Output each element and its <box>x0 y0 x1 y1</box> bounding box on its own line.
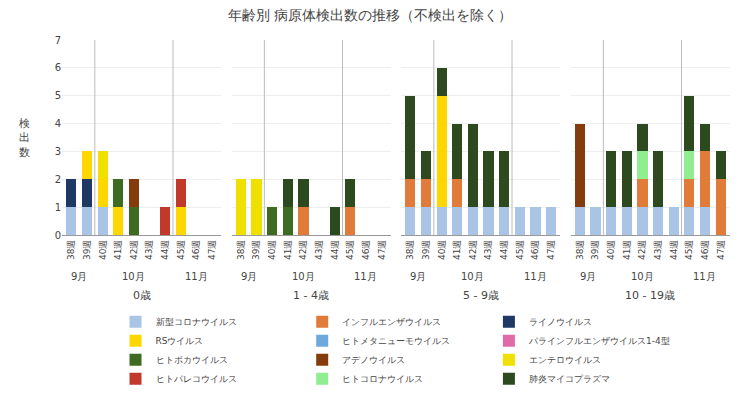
svg-text:47週: 47週 <box>377 240 387 260</box>
svg-text:41週: 41週 <box>452 240 462 260</box>
svg-text:9月: 9月 <box>410 271 426 282</box>
svg-text:9月: 9月 <box>241 271 257 282</box>
svg-text:ライノウイルス: ライノウイルス <box>529 317 592 327</box>
svg-text:年齢別 病原体検出数の推移（不検出を除く）: 年齢別 病原体検出数の推移（不検出を除く） <box>228 7 512 23</box>
svg-text:10月: 10月 <box>631 271 654 282</box>
svg-text:44週: 44週 <box>330 240 340 260</box>
svg-text:43週: 43週 <box>314 240 324 260</box>
svg-text:10月: 10月 <box>461 271 484 282</box>
svg-text:45週: 45週 <box>515 240 525 260</box>
svg-text:アデノウイルス: アデノウイルス <box>342 355 405 365</box>
svg-text:2: 2 <box>55 174 61 185</box>
svg-text:4: 4 <box>55 118 61 129</box>
svg-text:40週: 40週 <box>437 240 447 260</box>
svg-text:42週: 42週 <box>298 240 308 260</box>
svg-text:11月: 11月 <box>524 271 547 282</box>
svg-text:検出数: 検出数 <box>19 117 30 159</box>
svg-text:40週: 40週 <box>267 240 277 260</box>
svg-text:11月: 11月 <box>354 271 377 282</box>
svg-text:インフルエンザウイルス: インフルエンザウイルス <box>342 317 441 327</box>
svg-text:41週: 41週 <box>283 240 293 260</box>
svg-text:ヒトパレコウイルス: ヒトパレコウイルス <box>156 374 237 384</box>
svg-text:45週: 45週 <box>684 240 694 260</box>
svg-text:ヒトコロナウイルス: ヒトコロナウイルス <box>342 374 423 384</box>
svg-text:47週: 47週 <box>207 240 217 260</box>
svg-text:47週: 47週 <box>716 240 726 260</box>
svg-text:3: 3 <box>55 146 61 157</box>
svg-text:11月: 11月 <box>693 271 716 282</box>
svg-text:41週: 41週 <box>622 240 632 260</box>
svg-text:44週: 44週 <box>160 240 170 260</box>
svg-text:RSウイルス: RSウイルス <box>156 336 204 346</box>
svg-text:43週: 43週 <box>144 240 154 260</box>
svg-text:38週: 38週 <box>236 240 246 260</box>
svg-text:9月: 9月 <box>71 271 87 282</box>
svg-text:5 - 9歳: 5 - 9歳 <box>463 289 499 302</box>
svg-text:5: 5 <box>55 90 61 101</box>
svg-text:1 - 4歳: 1 - 4歳 <box>293 289 329 302</box>
svg-text:38週: 38週 <box>66 240 76 260</box>
svg-text:7: 7 <box>55 35 61 46</box>
svg-text:パラインフルエンザウイルス1-4型: パラインフルエンザウイルス1-4型 <box>528 336 670 346</box>
svg-text:ヒトボカウイルス: ヒトボカウイルス <box>156 355 228 365</box>
svg-text:ヒトメタニューモウイルス: ヒトメタニューモウイルス <box>342 336 450 346</box>
svg-text:46週: 46週 <box>361 240 371 260</box>
svg-text:40週: 40週 <box>98 240 108 260</box>
svg-text:6: 6 <box>55 62 61 73</box>
svg-text:42週: 42週 <box>468 240 478 260</box>
svg-text:1: 1 <box>55 202 61 213</box>
svg-text:41週: 41週 <box>113 240 123 260</box>
svg-text:0: 0 <box>55 230 61 241</box>
svg-text:42週: 42週 <box>129 240 139 260</box>
svg-text:45週: 45週 <box>176 240 186 260</box>
svg-text:45週: 45週 <box>345 240 355 260</box>
svg-text:肺炎マイコプラズマ: 肺炎マイコプラズマ <box>529 374 610 384</box>
svg-text:38週: 38週 <box>405 240 415 260</box>
svg-text:39週: 39週 <box>590 240 600 260</box>
svg-text:46週: 46週 <box>191 240 201 260</box>
svg-text:11月: 11月 <box>185 271 208 282</box>
svg-text:44週: 44週 <box>499 240 509 260</box>
svg-text:39週: 39週 <box>251 240 261 260</box>
svg-text:9月: 9月 <box>580 271 596 282</box>
svg-text:42週: 42週 <box>637 240 647 260</box>
svg-text:46週: 46週 <box>700 240 710 260</box>
svg-text:10 - 19歳: 10 - 19歳 <box>625 289 675 302</box>
svg-text:38週: 38週 <box>575 240 585 260</box>
svg-text:39週: 39週 <box>82 240 92 260</box>
svg-text:新型コロナウイルス: 新型コロナウイルス <box>156 317 237 327</box>
svg-text:0歳: 0歳 <box>133 289 151 302</box>
svg-text:43週: 43週 <box>483 240 493 260</box>
svg-text:40週: 40週 <box>606 240 616 260</box>
svg-text:47週: 47週 <box>546 240 556 260</box>
svg-text:39週: 39週 <box>421 240 431 260</box>
svg-text:43週: 43週 <box>653 240 663 260</box>
svg-text:10月: 10月 <box>122 271 145 282</box>
svg-text:46週: 46週 <box>530 240 540 260</box>
svg-text:エンテロウイルス: エンテロウイルス <box>529 355 601 365</box>
svg-text:44週: 44週 <box>669 240 679 260</box>
svg-text:10月: 10月 <box>292 271 315 282</box>
